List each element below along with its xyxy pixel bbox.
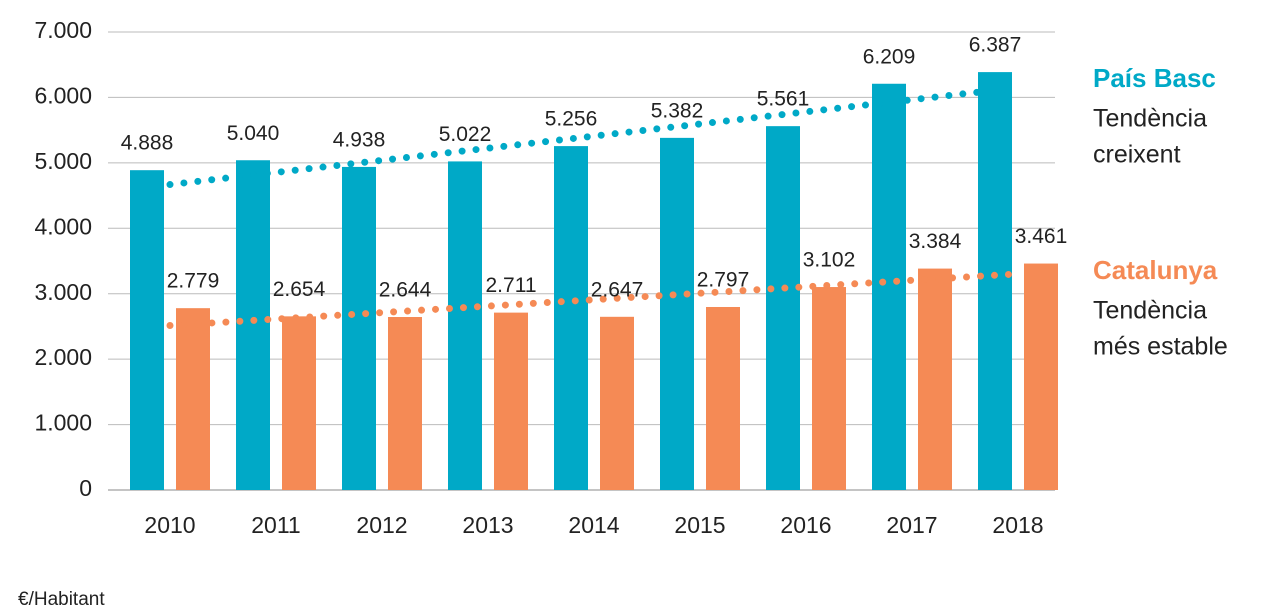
value-label: 4.938: [333, 128, 386, 151]
trend-label: més estable: [1093, 333, 1228, 361]
x-tick-label: 2016: [780, 512, 831, 538]
value-label: 4.888: [121, 132, 174, 155]
bar: [342, 166, 376, 491]
value-label: 5.022: [439, 123, 492, 146]
legend-label: País Basc: [1093, 63, 1216, 93]
y-tick-label: 0: [79, 475, 92, 501]
y-tick-label: 6.000: [34, 83, 92, 109]
value-label: 2.797: [697, 269, 750, 292]
value-label: 2.711: [486, 274, 537, 297]
y-tick-label: 3.000: [34, 279, 92, 305]
bar: [600, 316, 634, 490]
value-label: 2.644: [379, 279, 432, 302]
value-label: 3.102: [803, 249, 856, 272]
bar: [1024, 263, 1058, 490]
x-tick-label: 2015: [674, 512, 725, 538]
value-label: 3.461: [1015, 225, 1068, 248]
value-label: 6.387: [969, 34, 1022, 57]
y-tick-label: 2.000: [34, 344, 92, 370]
y-tick-label: 5.000: [34, 148, 92, 174]
bar: [872, 83, 906, 490]
value-label: 2.654: [273, 278, 326, 301]
x-tick-label: 2014: [568, 512, 619, 538]
x-tick-label: 2010: [144, 512, 195, 538]
x-tick-label: 2011: [251, 512, 300, 538]
bar: [494, 312, 528, 490]
x-tick-label: 2017: [886, 512, 937, 538]
y-tick-label: 1.000: [34, 410, 92, 436]
bar: [766, 126, 800, 491]
trend-line: [166, 270, 1022, 330]
bar: [554, 146, 588, 490]
trend-label: creixent: [1093, 141, 1181, 169]
legend-label: Catalunya: [1093, 255, 1218, 285]
value-label: 5.256: [545, 108, 598, 131]
bar: [978, 72, 1012, 490]
bar: [448, 161, 482, 490]
value-label: 3.384: [909, 230, 962, 253]
x-tick-label: 2012: [356, 512, 407, 538]
x-tick-label: 2013: [462, 512, 513, 538]
value-label: 5.040: [227, 122, 280, 145]
bar: [918, 268, 952, 490]
value-label: 5.382: [651, 99, 704, 122]
bar: [130, 170, 164, 490]
bar: [176, 308, 210, 490]
bar: [236, 160, 270, 491]
value-label: 2.779: [167, 270, 220, 293]
y-tick-label: 4.000: [34, 213, 92, 239]
bar: [282, 316, 316, 490]
x-tick-label: 2018: [992, 512, 1043, 538]
bar: [660, 137, 694, 490]
bar: [388, 317, 422, 490]
bar: [706, 306, 740, 490]
trend-line: [166, 84, 1022, 189]
bar: [812, 287, 846, 490]
unit-label: €/Habitant: [18, 589, 105, 610]
trend-label: Tendència: [1093, 105, 1207, 133]
trend-label: Tendència: [1093, 297, 1207, 325]
value-label: 2.647: [591, 278, 644, 301]
value-label: 6.209: [863, 45, 916, 68]
value-label: 5.561: [757, 88, 810, 111]
y-tick-label: 7.000: [34, 17, 92, 43]
